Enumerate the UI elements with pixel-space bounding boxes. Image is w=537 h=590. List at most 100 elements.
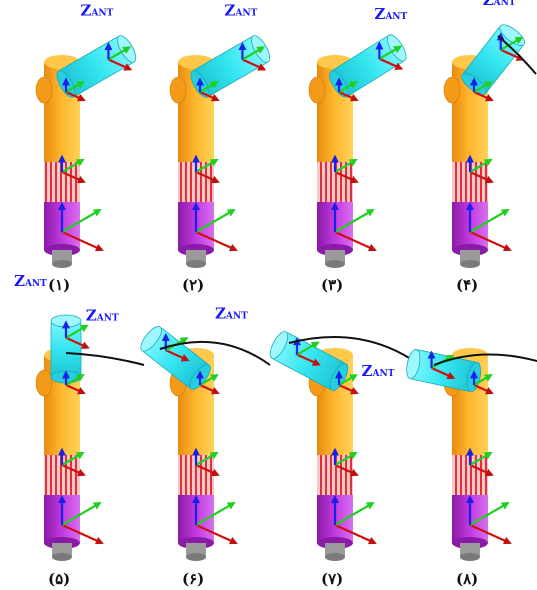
y-axis-arrow: [241, 46, 266, 61]
y-axis-arrow: [469, 501, 510, 526]
y-axis-arrow: [334, 208, 375, 233]
y-axis-arrow: [107, 46, 132, 61]
x-axis-arrow: [61, 230, 104, 252]
x-axis-arrow: [500, 48, 525, 61]
y-axis-arrow: [61, 158, 85, 173]
z-ant-label: ZANT: [14, 272, 47, 290]
y-axis-arrow: [334, 451, 358, 466]
y-axis-arrow: [61, 501, 102, 526]
x-axis-arrow: [338, 383, 359, 395]
y-axis-arrow: [61, 208, 102, 233]
panel-caption: (۲): [182, 276, 204, 294]
y-axis-arrow: [469, 158, 493, 173]
mast-foot-bottom: [325, 553, 345, 561]
y-axis-arrow: [65, 81, 85, 93]
y-axis-arrow: [500, 36, 524, 51]
mast-foot-bottom: [460, 260, 480, 268]
mast-foot: [52, 543, 72, 557]
panel-caption: (۸): [456, 570, 478, 588]
mast-foot-bottom: [460, 553, 480, 561]
trajectory-line: [433, 353, 537, 366]
y-axis-arrow: [334, 501, 375, 526]
mast-foot: [186, 543, 206, 557]
x-axis-arrow: [334, 463, 359, 477]
mast-foot-bottom: [52, 260, 72, 268]
x-axis-arrow: [334, 230, 377, 252]
panel-3: ZANT (۳): [308, 5, 408, 294]
mast-foot: [460, 250, 480, 264]
panel-8: ZANT (۸): [362, 348, 537, 588]
y-axis-arrow: [378, 45, 402, 60]
z-ant-label: ZANT: [215, 305, 248, 323]
x-axis-arrow: [65, 383, 86, 395]
x-axis-arrow: [334, 170, 359, 184]
x-axis-arrow: [195, 170, 220, 184]
x-axis-arrow: [195, 230, 238, 252]
trajectory-line: [159, 340, 271, 366]
y-axis-arrow: [469, 208, 510, 233]
panel-5: ZANT (۵): [14, 272, 145, 588]
y-axis-arrow: [334, 158, 358, 173]
y-axis-arrow: [296, 341, 320, 356]
x-axis-arrow: [195, 523, 238, 545]
panel-caption: (۶): [182, 570, 204, 588]
x-axis-arrow: [473, 383, 494, 395]
x-axis-arrow: [199, 90, 220, 102]
x-axis-arrow: [296, 353, 321, 366]
mast-foot: [460, 543, 480, 557]
joint-disk: [35, 369, 53, 397]
x-axis-arrow: [65, 336, 90, 349]
y-axis-arrow: [61, 451, 85, 466]
y-axis-arrow: [195, 451, 219, 466]
panel-4: ZANT (۴): [443, 0, 537, 294]
x-axis-arrow: [469, 170, 494, 184]
z-ant-label: ZANT: [362, 362, 395, 380]
joint-disk: [169, 76, 187, 104]
y-axis-arrow: [195, 501, 236, 526]
x-axis-arrow: [378, 57, 404, 70]
y-axis-arrow: [195, 158, 219, 173]
y-axis-arrow: [338, 81, 358, 93]
mast-foot-bottom: [186, 260, 206, 268]
trajectory-line: [288, 336, 415, 362]
y-axis-arrow: [199, 374, 219, 386]
x-axis-arrow: [165, 349, 190, 362]
y-axis-arrow: [65, 374, 85, 386]
x-axis-arrow: [65, 90, 86, 102]
mast-foot: [52, 250, 72, 264]
y-axis-arrow: [199, 81, 219, 93]
x-axis-arrow: [473, 90, 494, 102]
y-axis-arrow: [338, 374, 358, 386]
panel-caption: (۱): [48, 276, 70, 294]
x-axis-arrow: [469, 230, 512, 252]
panel-caption: (۵): [48, 570, 70, 588]
z-ant-label: ZANT: [86, 306, 119, 324]
z-ant-label: ZANT: [224, 2, 257, 20]
trajectory-line: [65, 352, 145, 366]
y-axis-arrow: [473, 374, 493, 386]
y-axis-arrow: [469, 451, 493, 466]
mast-foot-bottom: [325, 260, 345, 268]
panel-6: ZANT (۶): [86, 306, 271, 588]
trajectory-line: [497, 35, 537, 75]
z-ant-label: ZANT: [374, 5, 407, 23]
mast-foot-bottom: [52, 553, 72, 561]
x-axis-arrow: [195, 463, 220, 477]
joint-disk: [308, 76, 326, 104]
x-axis-arrow: [199, 383, 220, 395]
panel-caption: (۴): [456, 276, 478, 294]
z-ant-label: ZANT: [80, 2, 113, 20]
x-axis-arrow: [334, 523, 377, 545]
panel-1: ZANT (۱): [35, 2, 137, 294]
panel-caption: (۷): [321, 570, 343, 588]
panel-2: ZANT (۲): [169, 2, 271, 294]
x-axis-arrow: [241, 58, 267, 71]
mast-foot-bottom: [186, 553, 206, 561]
joint-disk: [443, 76, 461, 104]
x-axis-arrow: [469, 523, 512, 545]
x-axis-arrow: [469, 463, 494, 477]
y-axis-arrow: [65, 324, 89, 339]
x-axis-arrow: [431, 366, 456, 380]
mast-foot: [186, 250, 206, 264]
x-axis-arrow: [61, 170, 86, 184]
